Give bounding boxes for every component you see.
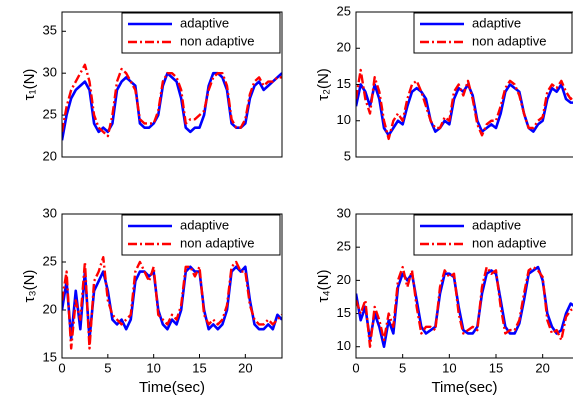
legend-label: adaptive [180,217,229,232]
x-tick-label: 15 [489,360,503,375]
series-group [356,265,573,349]
legend-box [121,214,281,256]
x-tick-label: 20 [238,360,252,375]
y-tick-label: 30 [337,205,351,220]
legend-box [413,214,573,256]
x-tick-label: 15 [192,360,206,375]
x-axis-label: Time(sec) [139,379,205,396]
x-tick-label: 20 [535,360,549,375]
x-tick-label: 0 [352,360,359,375]
y-axis-label: τ₂(N) [315,68,332,101]
x-axis-label: Time(sec) [431,379,497,396]
legend-label: non adaptive [180,33,254,48]
series-group [356,68,573,141]
legend-label: adaptive [472,15,521,30]
y-tick-label: 25 [337,239,351,254]
plot-frame [355,213,573,359]
legend: adaptive non adaptive [121,12,281,54]
y-axis-label: τ₁(N) [21,69,38,101]
subplot: 5 10 15 20 25 τ₂(N) adaptive non adaptive [315,3,573,163]
plot-frame [61,213,283,359]
series-line [62,63,282,138]
y-tick-label: 15 [43,349,57,364]
series-line [62,71,282,141]
series-line [62,256,282,350]
plot-frame [61,11,283,158]
y-axis-label: τ₄(N) [315,270,332,303]
legend-label: adaptive [472,217,521,232]
subplot: 15 20 25 30 0 5 10 15 20 τ₃(N) Time(sec) adaptive no… [21,205,283,396]
y-tick-label: 10 [337,338,351,353]
y-tick-label: 30 [43,65,57,80]
series-group [62,63,282,141]
legend-label: non adaptive [472,33,546,48]
x-tick-label: 10 [146,360,160,375]
x-tick-label: 5 [104,360,111,375]
legend-label: non adaptive [472,235,546,250]
y-tick-label: 20 [43,301,57,316]
y-tick-label: 20 [337,272,351,287]
series-line [356,68,573,141]
plot-frame [355,11,573,158]
series-line [356,265,573,348]
y-tick-label: 15 [337,76,351,91]
subplot: 20 25 30 35 τ₁(N) adaptive non adaptive [21,11,283,163]
legend: adaptive non adaptive [413,12,573,54]
x-tick-label: 0 [58,360,65,375]
y-axis-label: τ₃(N) [21,270,38,303]
series-group [62,256,282,350]
legend-box [413,12,573,54]
y-tick-label: 20 [43,148,57,163]
series-line [62,265,282,341]
legend-box [121,12,281,54]
y-tick-label: 25 [337,3,351,18]
series-line [356,265,573,349]
y-tick-label: 30 [43,205,57,220]
y-tick-label: 35 [43,23,57,38]
legend-label: non adaptive [180,235,254,250]
subplot: 10 15 20 25 30 0 5 10 15 20 τ₄(N) Time(sec) adaptive… [315,205,573,396]
y-tick-label: 15 [337,305,351,320]
y-tick-label: 5 [344,148,351,163]
x-tick-label: 10 [442,360,456,375]
legend: adaptive non adaptive [413,214,573,256]
y-tick-label: 25 [43,253,57,268]
y-tick-label: 10 [337,112,351,127]
y-tick-label: 25 [43,107,57,122]
legend-label: adaptive [180,15,229,30]
x-tick-label: 5 [399,360,406,375]
legend: adaptive non adaptive [121,214,281,256]
y-tick-label: 20 [337,40,351,55]
